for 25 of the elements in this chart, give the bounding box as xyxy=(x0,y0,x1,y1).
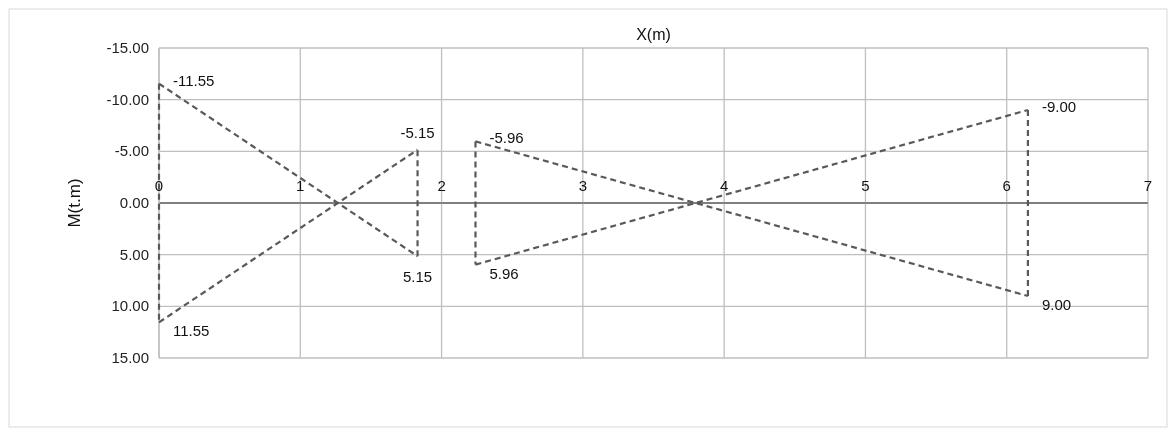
x-tick-label: 0 xyxy=(154,177,164,194)
x-tick-label: 2 xyxy=(437,177,446,194)
x-tick-label: 1 xyxy=(296,177,305,194)
x-axis-title: X(m) xyxy=(636,26,671,43)
x-tick-label: 3 xyxy=(578,177,588,194)
data-label: 9.00 xyxy=(1041,296,1072,313)
data-label: 11.55 xyxy=(173,322,210,340)
x-tick-label: 7 xyxy=(1143,177,1153,194)
data-label: -5.96 xyxy=(489,129,524,147)
data-label: -5.15 xyxy=(400,123,435,141)
x-tick-label: 5 xyxy=(861,177,870,194)
y-tick-label: 5.00 xyxy=(119,245,149,263)
y-tick-label: -10.00 xyxy=(106,90,149,108)
y-tick-label: -5.00 xyxy=(114,142,149,160)
data-label: -11.55 xyxy=(173,71,215,89)
y-axis-title: M(t.m) xyxy=(65,178,84,228)
data-label: 5.15 xyxy=(402,268,433,286)
y-tick-label: 0.00 xyxy=(119,194,149,211)
y-tick-label: -15.00 xyxy=(106,39,149,56)
x-tick-label: 6 xyxy=(1002,177,1011,194)
data-label: 5.96 xyxy=(489,264,519,282)
x-tick-label: 4 xyxy=(719,177,729,194)
y-tick-label: 15.00 xyxy=(111,349,149,366)
y-tick-label: 10.00 xyxy=(111,297,149,315)
data-label: -9.00 xyxy=(1041,98,1077,115)
